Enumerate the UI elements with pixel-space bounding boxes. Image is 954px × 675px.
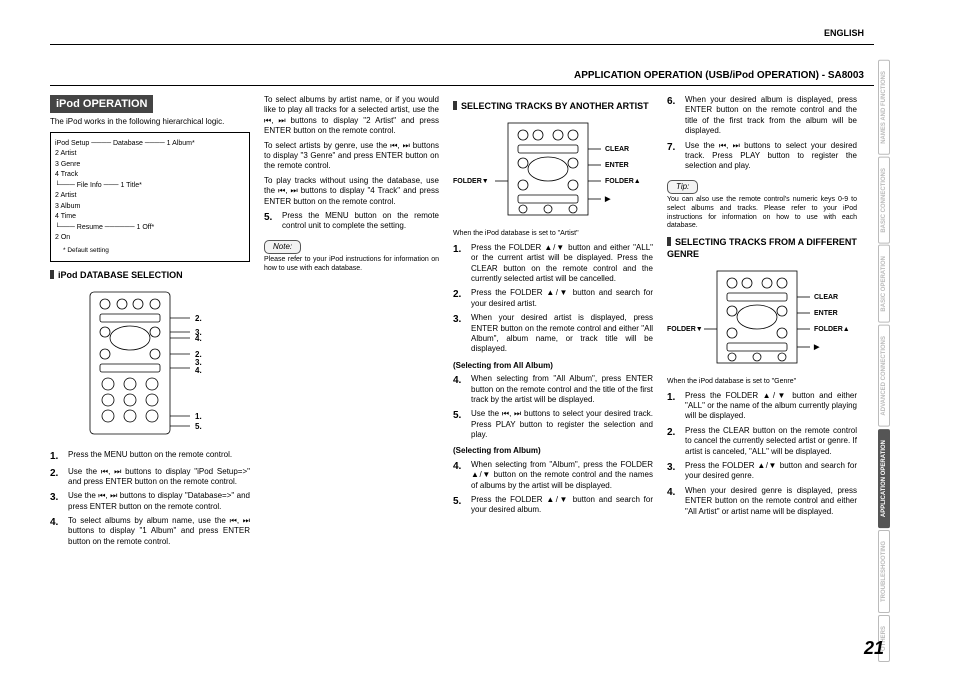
genre-step-4: When your desired genre is displayed, pr… (685, 486, 857, 517)
tab-adv-conn[interactable]: ADVANCED CONNECTIONS (878, 325, 890, 427)
column-3: SELECTING TRACKS BY ANOTHER ARTIST CLEAR… (453, 95, 653, 655)
genre-caption: When the iPod database is set to "Genre" (667, 378, 857, 387)
tip-text: You can also use the remote control's nu… (667, 196, 857, 231)
svg-text:2.: 2. (195, 314, 202, 323)
step-num: 4. (667, 486, 685, 517)
step-num: 1. (50, 450, 68, 463)
remote-diagram-2: CLEAR ENTER FOLDER▲ ▶ FOLDER▼ (453, 119, 653, 219)
step-num: 2. (453, 288, 471, 309)
step-num: 4. (453, 460, 471, 491)
step-num: 3. (50, 491, 68, 512)
remote-diagram-3: CLEAR ENTER FOLDER▲ ▶ FOLDER▼ (667, 267, 857, 367)
artist-step-1: Press the FOLDER ▲/▼ button and either "… (471, 243, 653, 285)
hierarchy-diagram: iPod Setup ──── Database ──── 1 Album* 2… (50, 132, 250, 263)
step-num: 1. (453, 243, 471, 285)
step-num: 7. (667, 141, 685, 172)
column-1: iPod OPERATION The iPod works in the fol… (50, 95, 250, 655)
svg-text:4.: 4. (195, 334, 202, 343)
note-text: Please refer to your iPod instructions f… (264, 256, 439, 274)
tab-app-op[interactable]: APPLICATION OPERATION (878, 429, 890, 528)
step-num: 5. (264, 211, 282, 232)
tree-row: 2 On (55, 233, 245, 244)
step-3: Use the ⏮, ⏭ buttons to display "Databas… (68, 491, 250, 512)
intro-text: The iPod works in the following hierarch… (50, 117, 250, 127)
step-num: 5. (453, 409, 471, 440)
svg-text:FOLDER▼: FOLDER▼ (453, 178, 489, 185)
genre-step-1: Press the FOLDER ▲/▼ button and either "… (685, 391, 857, 422)
step-6: When your desired album is displayed, pr… (685, 95, 857, 137)
album-step-5: Press the FOLDER ▲/▼ button and search f… (471, 495, 653, 516)
step-num: 4. (50, 516, 68, 547)
svg-text:▶: ▶ (813, 344, 820, 351)
svg-text:CLEAR: CLEAR (605, 146, 629, 153)
genre-heading: SELECTING TRACKS FROM A DIFFERENT GENRE (667, 237, 857, 260)
album-subhead: (Selecting from Album) (453, 446, 653, 456)
tree-footnote: * Default setting (63, 246, 245, 256)
column-4: 6.When your desired album is displayed, … (667, 95, 857, 655)
step-num: 1. (667, 391, 685, 422)
svg-text:FOLDER▲: FOLDER▲ (814, 326, 850, 333)
tree-row: 2 Artist (55, 149, 245, 160)
svg-text:▶: ▶ (604, 196, 611, 203)
all-album-subhead: (Selecting from All Album) (453, 361, 653, 371)
another-artist-heading: SELECTING TRACKS BY ANOTHER ARTIST (453, 101, 653, 113)
page-number: 21 (864, 638, 884, 659)
tree-row: 3 Album (55, 202, 245, 213)
step-5: Press the MENU button on the remote cont… (282, 211, 439, 232)
step-num: 6. (667, 95, 685, 137)
svg-text:5.: 5. (195, 422, 202, 431)
ipod-operation-heading: iPod OPERATION (50, 95, 153, 113)
p-artist-select: To select albums by artist name, or if y… (264, 95, 439, 137)
tab-basic-conn[interactable]: BASIC CONNECTIONS (878, 157, 890, 244)
side-nav: NAMES AND FUNCTIONS BASIC CONNECTIONS BA… (878, 60, 924, 664)
svg-text:FOLDER▲: FOLDER▲ (605, 178, 641, 185)
svg-text:ENTER: ENTER (605, 162, 629, 169)
tree-row: 4 Track (55, 170, 245, 181)
artist-caption: When the iPod database is set to "Artist… (453, 230, 653, 239)
tab-trouble[interactable]: TROUBLESHOOTING (878, 530, 890, 613)
step-num: 4. (453, 374, 471, 405)
album-step-4: When selecting from "Album", press the F… (471, 460, 653, 491)
step-4: To select albums by album name, use the … (68, 516, 250, 547)
tab-basic-op[interactable]: BASIC OPERATION (878, 245, 890, 323)
tip-label: Tip: (667, 180, 698, 194)
db-selection-heading: iPod DATABASE SELECTION (50, 270, 250, 282)
genre-step-2: Press the CLEAR button on the remote con… (685, 426, 857, 457)
step-num: 2. (50, 467, 68, 488)
note-label: Note: (264, 240, 301, 254)
step-1: Press the MENU button on the remote cont… (68, 450, 232, 463)
svg-text:4.: 4. (195, 366, 202, 375)
tree-row: 4 Time (55, 212, 245, 223)
artist-step-2: Press the FOLDER ▲/▼ button and search f… (471, 288, 653, 309)
tree-row: └─── Resume ────── 1 Off* (55, 223, 245, 234)
language-label: ENGLISH (824, 28, 864, 38)
step-num: 3. (667, 461, 685, 482)
svg-text:CLEAR: CLEAR (814, 294, 838, 301)
genre-step-3: Press the FOLDER ▲/▼ button and search f… (685, 461, 857, 482)
column-2: To select albums by artist name, or if y… (264, 95, 439, 655)
tree-row: 3 Genre (55, 160, 245, 171)
step-2: Use the ⏮, ⏭ buttons to display "iPod Se… (68, 467, 250, 488)
artist-step-4: When selecting from "All Album", press E… (471, 374, 653, 405)
remote-diagram-1: 2.3.4. 2.3.4. 1.5. (50, 288, 240, 438)
p-track-select: To play tracks without using the databas… (264, 176, 439, 207)
step-num: 5. (453, 495, 471, 516)
artist-step-5: Use the ⏮, ⏭ buttons to select your desi… (471, 409, 653, 440)
step-num: 3. (453, 313, 471, 355)
page-header: APPLICATION OPERATION (USB/iPod OPERATIO… (574, 70, 864, 81)
step-7: Use the ⏮, ⏭ buttons to select your desi… (685, 141, 857, 172)
tree-row: 2 Artist (55, 191, 245, 202)
tree-row: iPod Setup ──── Database ──── 1 Album* (55, 139, 245, 150)
step-num: 2. (667, 426, 685, 457)
svg-text:ENTER: ENTER (814, 310, 838, 317)
artist-step-3: When your desired artist is displayed, p… (471, 313, 653, 355)
tree-row: └─── File Info ─── 1 Title* (55, 181, 245, 192)
svg-text:FOLDER▼: FOLDER▼ (667, 326, 703, 333)
tab-names[interactable]: NAMES AND FUNCTIONS (878, 60, 890, 155)
svg-text:1.: 1. (195, 412, 202, 421)
p-genre-select: To select artists by genre, use the ⏮, ⏭… (264, 141, 439, 172)
